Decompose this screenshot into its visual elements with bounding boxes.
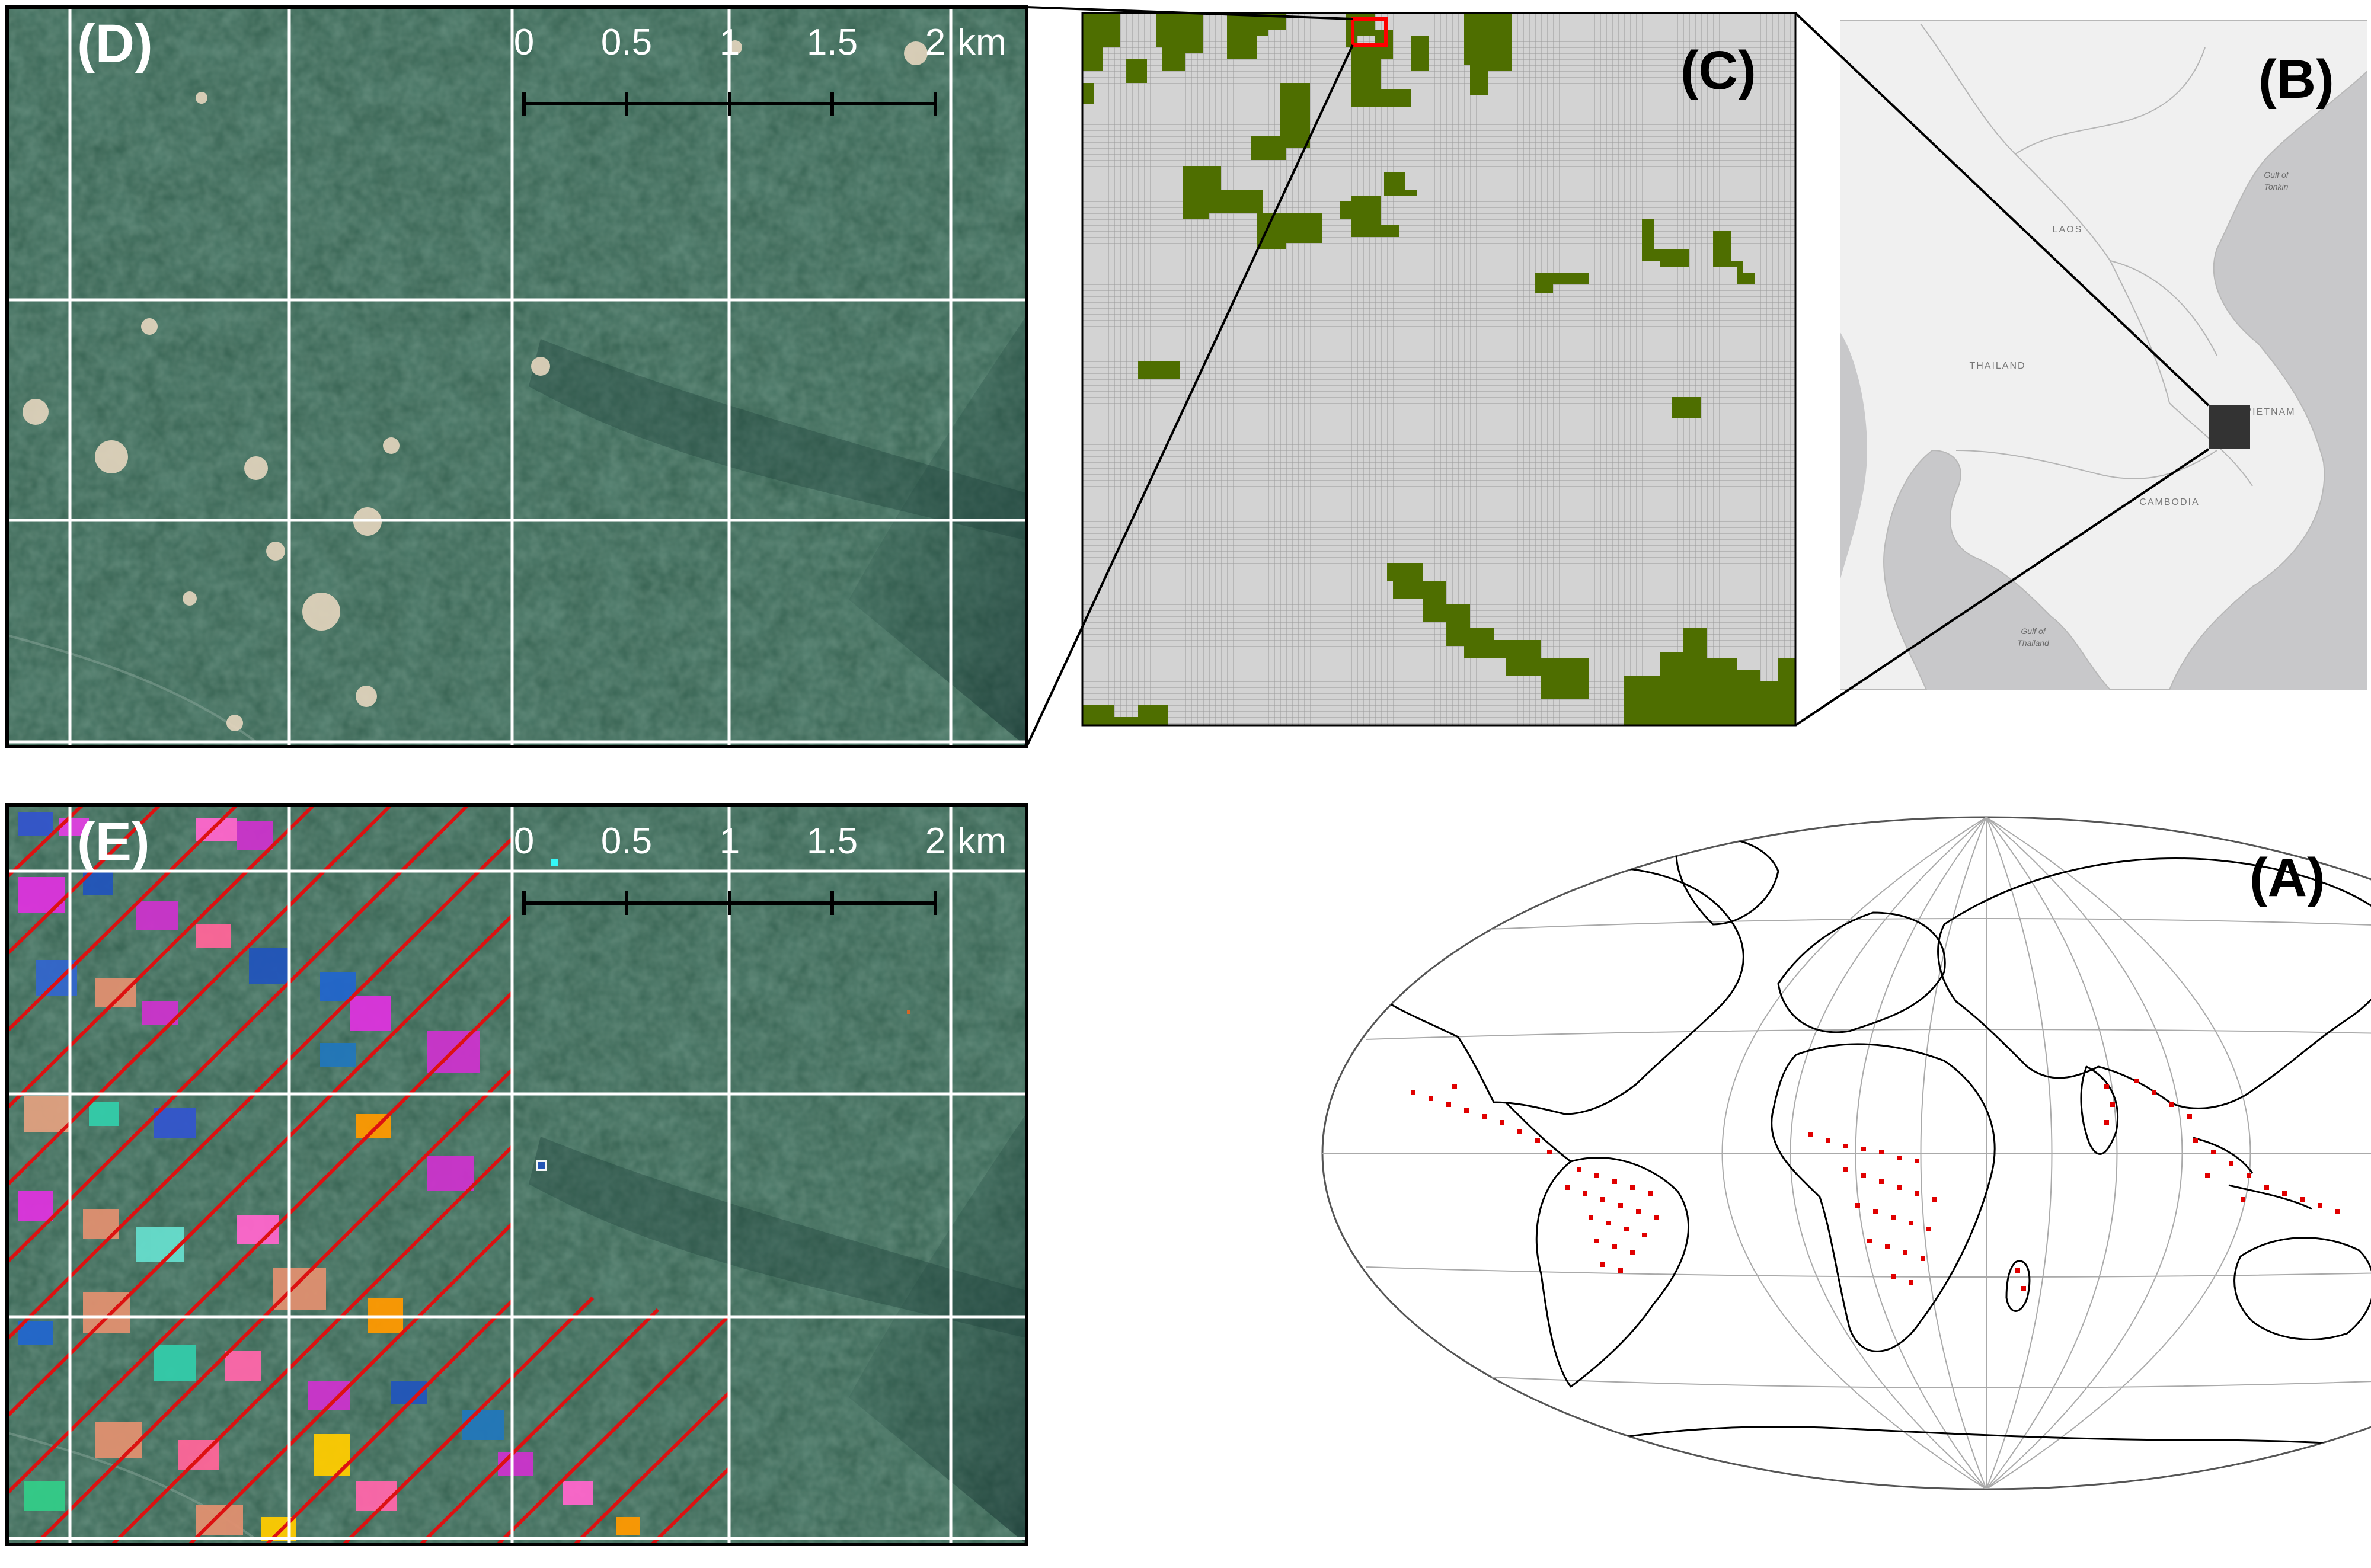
scale-unit: km: [957, 22, 1006, 63]
scale-tick-2: 2: [925, 821, 945, 862]
scale-tick-1: 1: [720, 22, 740, 63]
study-area-marker: [2209, 405, 2250, 449]
panel-c-letter: (C): [1680, 40, 1756, 101]
scale-bar-d: 0 0.5 1 1.5 2 km: [514, 22, 1006, 116]
label-gulf-tonkin-1: Gulf of: [2264, 170, 2289, 180]
scale-tick-0: 0: [514, 821, 534, 862]
graticule: [1322, 817, 2371, 1489]
selection-box: [1351, 17, 1388, 47]
label-cambodia: CAMBODIA: [2139, 497, 2199, 507]
connector-lines-d-c: [1025, 6, 1354, 747]
scale-tick-1.5: 1.5: [807, 22, 858, 63]
panel-b-letter: (B): [2258, 49, 2334, 110]
connector-lines-c-b: [1794, 12, 2210, 727]
scale-unit: km: [957, 821, 1006, 862]
scale-tick-1.5: 1.5: [807, 821, 858, 862]
panel-d-letter: (D): [77, 14, 153, 74]
mainland-landmass: [1840, 20, 2367, 690]
label-thailand: THAILAND: [1969, 361, 2025, 371]
occurrence-points: [1411, 1079, 2340, 1291]
panel-b: LAOS THAILAND VIETNAM CAMBODIA Gulf of T…: [1840, 20, 2367, 690]
hatch-lines: [7, 805, 731, 1544]
panel-a: (A): [1321, 816, 2371, 1490]
label-gulf-tonkin-2: Tonkin: [2264, 182, 2289, 191]
panel-c-frame: [1081, 12, 1797, 727]
label-gulf-thailand-2: Thailand: [2017, 638, 2050, 648]
scale-bar-e: 0 0.5 1 1.5 2 km: [514, 821, 1006, 915]
panel-d: (D) 0 0.5 1 1.5 2 km: [5, 5, 1028, 748]
panel-d-gridlines: [7, 7, 1027, 747]
scale-tick-0.5: 0.5: [601, 821, 652, 862]
panel-e-frame: [5, 803, 1028, 1546]
scale-tick-0: 0: [514, 22, 534, 63]
panel-e-letter: (E): [77, 812, 150, 872]
label-vietnam: VIETNAM: [2245, 407, 2295, 417]
scale-tick-2: 2: [925, 22, 945, 63]
panel-d-frame: [5, 5, 1028, 748]
scale-tick-0.5: 0.5: [601, 22, 652, 63]
panel-e: (E) 0 0.5 1 1.5 2 km: [5, 803, 1028, 1546]
panel-a-letter: (A): [2249, 847, 2325, 908]
forest-cells: [1082, 13, 1795, 725]
label-laos: LAOS: [2053, 225, 2083, 235]
panel-c: (C): [1081, 12, 1797, 727]
scale-tick-1: 1: [720, 821, 740, 862]
panel-e-gridlines: [7, 805, 1027, 1544]
label-gulf-thailand-1: Gulf of: [2021, 626, 2046, 636]
